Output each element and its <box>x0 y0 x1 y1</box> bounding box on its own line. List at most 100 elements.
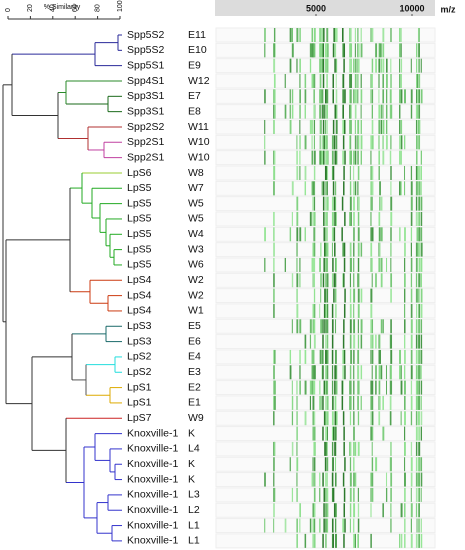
band <box>415 533 418 548</box>
band <box>325 211 327 226</box>
band <box>400 533 403 548</box>
isolate-code: E6 <box>188 335 201 347</box>
band <box>415 365 418 380</box>
band <box>390 487 392 502</box>
band <box>296 518 298 533</box>
band <box>375 380 377 395</box>
band <box>331 472 334 487</box>
band <box>325 257 328 272</box>
band <box>334 211 336 226</box>
band <box>418 380 420 395</box>
band <box>273 73 276 88</box>
band <box>404 89 406 104</box>
band <box>273 89 276 104</box>
strain-label: LpS6 <box>127 167 152 179</box>
band <box>335 58 338 73</box>
band <box>385 104 388 119</box>
band <box>400 119 403 134</box>
band <box>326 150 329 165</box>
band <box>321 28 323 42</box>
band <box>404 319 406 334</box>
band <box>304 380 307 395</box>
band <box>416 227 419 242</box>
band <box>379 380 381 395</box>
band <box>410 104 413 119</box>
strain-label: LpS5 <box>127 213 152 225</box>
band <box>341 380 344 395</box>
band <box>371 319 374 334</box>
band <box>322 119 325 134</box>
strain-label: Knoxville-1 <box>127 443 179 455</box>
band <box>418 181 421 196</box>
band <box>341 227 343 242</box>
band <box>319 28 322 42</box>
band <box>299 119 301 134</box>
band <box>273 303 275 318</box>
band <box>309 119 312 134</box>
band <box>335 89 338 104</box>
band <box>326 334 329 349</box>
band <box>415 503 418 518</box>
isolate-code: L1 <box>188 535 200 547</box>
band <box>334 211 337 226</box>
band <box>410 518 412 533</box>
band <box>418 227 421 242</box>
band <box>326 227 328 242</box>
band <box>399 135 401 150</box>
band <box>410 181 413 196</box>
band <box>400 150 402 165</box>
band <box>357 395 359 410</box>
band <box>354 135 357 150</box>
band <box>370 211 372 226</box>
strain-label: Knoxville-1 <box>127 458 179 470</box>
band <box>420 150 422 165</box>
strain-label: Spp2S2 <box>127 121 165 133</box>
band <box>334 303 337 318</box>
band <box>309 211 312 226</box>
isolate-code: W5 <box>188 213 204 225</box>
band <box>415 196 418 211</box>
band <box>360 319 363 334</box>
band <box>410 334 413 349</box>
band <box>382 73 385 88</box>
band <box>357 273 359 288</box>
band <box>353 457 355 472</box>
band <box>343 257 346 272</box>
band <box>371 73 373 88</box>
band <box>357 303 360 318</box>
band <box>325 441 328 456</box>
band <box>273 457 275 472</box>
band <box>418 165 421 180</box>
band <box>349 150 351 165</box>
band <box>390 165 392 180</box>
band <box>313 104 316 119</box>
band <box>390 441 392 456</box>
band <box>399 119 401 134</box>
band <box>322 58 325 73</box>
band <box>379 349 381 364</box>
band <box>344 211 346 226</box>
band <box>349 43 351 58</box>
band <box>304 227 306 242</box>
band <box>371 365 373 380</box>
band <box>326 319 329 334</box>
scale-tick-label: 40 <box>50 4 57 12</box>
band <box>313 288 316 303</box>
band <box>350 441 352 456</box>
isolate-code: E1 <box>188 397 201 409</box>
band <box>334 533 337 548</box>
band <box>390 288 392 303</box>
band <box>382 89 385 104</box>
band <box>335 135 338 150</box>
band <box>416 518 418 533</box>
band <box>344 365 346 380</box>
band <box>331 165 334 180</box>
band <box>404 395 406 410</box>
band <box>334 43 337 58</box>
band <box>325 227 327 242</box>
band <box>418 273 421 288</box>
band <box>284 104 287 119</box>
band <box>334 242 336 257</box>
band <box>353 257 355 272</box>
band <box>420 518 422 533</box>
